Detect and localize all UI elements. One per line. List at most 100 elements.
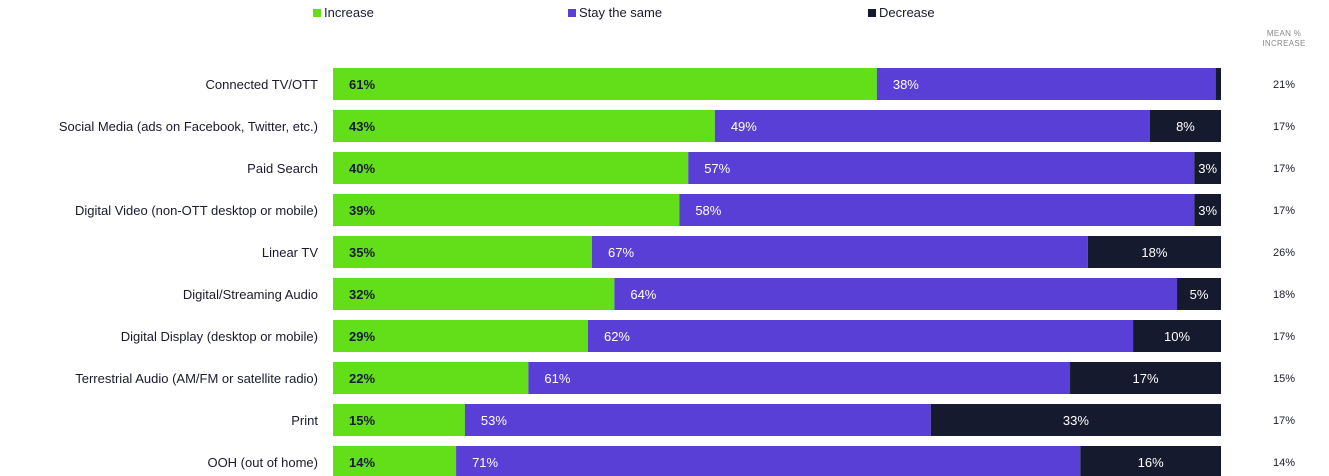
mean-header-line-1: MEAN % — [1267, 29, 1301, 38]
legend-swatch-stay-the-same — [568, 9, 576, 17]
value-label-decrease: 3% — [1198, 203, 1217, 218]
value-label-stay-the-same: 71% — [472, 455, 498, 470]
bar-segment-stay-the-same — [688, 152, 1195, 184]
mean-increase-value: 15% — [1273, 373, 1295, 385]
bar-row-digital-video-non-ott-desktop-or-mobile: Digital Video (non-OTT desktop or mobile… — [75, 194, 1295, 226]
bar-segment-stay-the-same — [614, 278, 1178, 310]
bar-segment-decrease — [1194, 152, 1221, 184]
bar-segment-decrease — [1080, 446, 1221, 476]
bar-row-paid-search: Paid Search 40% 57% 3% 17% — [247, 152, 1295, 184]
mean-increase-value: 14% — [1273, 457, 1295, 469]
category-label: Print — [291, 413, 318, 428]
bar-segment-decrease — [1215, 68, 1221, 100]
value-label-increase: 15% — [349, 413, 375, 428]
value-label-increase: 35% — [349, 245, 375, 260]
value-label-increase: 43% — [349, 119, 375, 134]
value-label-stay-the-same: 61% — [544, 371, 570, 386]
bar-row-terrestrial-audio-am-fm-or-satellite-radio: Terrestrial Audio (AM/FM or satellite ra… — [75, 362, 1295, 394]
bar-segment-increase — [333, 278, 615, 310]
value-label-decrease: 18% — [1141, 245, 1167, 260]
value-label-increase: 61% — [349, 77, 375, 92]
value-label-increase: 40% — [349, 161, 375, 176]
category-label: Social Media (ads on Facebook, Twitter, … — [59, 119, 318, 134]
bar-segment-increase — [333, 152, 689, 184]
bar-segment-decrease — [1133, 320, 1221, 352]
bar-row-connected-tv-ott: Connected TV/OTT 61% 38% 21% — [206, 68, 1295, 100]
bar-segment-stay-the-same — [464, 404, 931, 436]
bar-segment-decrease — [1070, 362, 1221, 394]
value-label-increase: 39% — [349, 203, 375, 218]
value-label-decrease: 3% — [1198, 161, 1217, 176]
bar-segment-increase — [333, 320, 588, 352]
value-label-decrease: 8% — [1176, 119, 1195, 134]
mean-increase-value: 17% — [1273, 415, 1295, 427]
bar-segment-stay-the-same — [456, 446, 1081, 476]
bar-segment-increase — [333, 68, 877, 100]
category-label: Paid Search — [247, 161, 318, 176]
mean-increase-value: 18% — [1273, 289, 1295, 301]
category-label: Linear TV — [262, 245, 318, 260]
value-label-decrease: 16% — [1138, 455, 1164, 470]
value-label-stay-the-same: 64% — [630, 287, 656, 302]
value-label-increase: 29% — [349, 329, 375, 344]
bar-segment-decrease — [930, 404, 1221, 436]
bar-segment-stay-the-same — [714, 110, 1150, 142]
bar-segment-stay-the-same — [587, 320, 1134, 352]
legend: Increase Stay the same Decrease — [313, 5, 935, 20]
bar-segment-stay-the-same — [876, 68, 1216, 100]
mean-increase-value: 17% — [1273, 205, 1295, 217]
value-label-stay-the-same: 38% — [893, 77, 919, 92]
value-label-stay-the-same: 67% — [608, 245, 634, 260]
legend-label-decrease: Decrease — [879, 5, 935, 20]
value-label-decrease: 10% — [1164, 329, 1190, 344]
mean-increase-value: 17% — [1273, 331, 1295, 343]
bar-segment-stay-the-same — [592, 236, 1088, 268]
chart-rows: Connected TV/OTT 61% 38% 21% Social Media (a… — [59, 68, 1295, 476]
value-label-increase: 14% — [349, 455, 375, 470]
value-label-stay-the-same: 62% — [604, 329, 630, 344]
category-label: Digital/Streaming Audio — [183, 287, 318, 302]
bar-row-linear-tv: Linear TV 35% 67% 18% 26% — [262, 236, 1295, 268]
value-label-stay-the-same: 49% — [731, 119, 757, 134]
value-label-decrease: 5% — [1190, 287, 1209, 302]
bar-segment-decrease — [1177, 278, 1221, 310]
mean-increase-header: MEAN %INCREASE — [1262, 29, 1305, 48]
bar-segment-increase — [333, 362, 529, 394]
mean-increase-value: 26% — [1273, 247, 1295, 259]
bar-segment-increase — [333, 404, 465, 436]
value-label-increase: 22% — [349, 371, 375, 386]
value-label-stay-the-same: 53% — [481, 413, 507, 428]
legend-label-stay-the-same: Stay the same — [579, 5, 662, 20]
bar-row-digital-streaming-audio: Digital/Streaming Audio 32% 64% 5% 18% — [183, 278, 1295, 310]
mean-increase-value: 17% — [1273, 163, 1295, 175]
bar-segment-decrease — [1194, 194, 1221, 226]
bar-segment-stay-the-same — [679, 194, 1195, 226]
bar-segment-decrease — [1149, 110, 1221, 142]
bar-segment-stay-the-same — [528, 362, 1071, 394]
bar-row-ooh-out-of-home: OOH (out of home) 14% 71% 16% 14% — [207, 446, 1295, 476]
legend-swatch-increase — [313, 9, 321, 17]
bar-segment-increase — [333, 236, 592, 268]
bar-row-digital-display-desktop-or-mobile: Digital Display (desktop or mobile) 29% 62… — [121, 320, 1295, 352]
category-label: OOH (out of home) — [207, 455, 318, 470]
bar-segment-increase — [333, 194, 680, 226]
mean-increase-value: 21% — [1273, 79, 1295, 91]
value-label-decrease: 33% — [1063, 413, 1089, 428]
value-label-increase: 32% — [349, 287, 375, 302]
bar-row-social-media-ads-on-facebook-twitter-etc: Social Media (ads on Facebook, Twitter, … — [59, 110, 1295, 142]
legend-label-increase: Increase — [324, 5, 374, 20]
bar-segment-increase — [333, 110, 715, 142]
bar-segment-increase — [333, 446, 457, 476]
legend-swatch-decrease — [868, 9, 876, 17]
category-label: Connected TV/OTT — [206, 77, 319, 92]
category-label: Digital Display (desktop or mobile) — [121, 329, 318, 344]
category-label: Terrestrial Audio (AM/FM or satellite ra… — [75, 371, 318, 386]
category-label: Digital Video (non-OTT desktop or mobile… — [75, 203, 318, 218]
bar-segment-decrease — [1087, 236, 1221, 268]
value-label-decrease: 17% — [1133, 371, 1159, 386]
mean-increase-value: 17% — [1273, 121, 1295, 133]
bar-row-print: Print 15% 53% 33% 17% — [291, 404, 1295, 436]
mean-header-line-2: INCREASE — [1262, 39, 1305, 48]
value-label-stay-the-same: 58% — [695, 203, 721, 218]
